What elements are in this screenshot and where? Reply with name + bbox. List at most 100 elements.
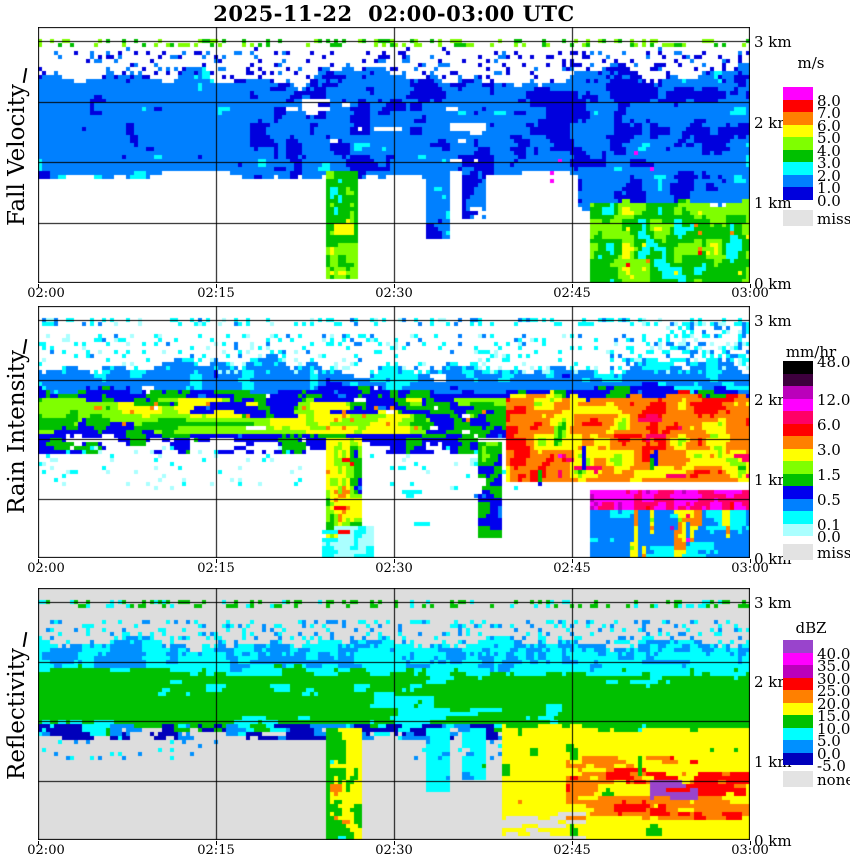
fall-velocity-legend-box (783, 137, 813, 150)
reflectivity-legend-label: 25.0 (817, 682, 850, 700)
rain-intensity-legend-missing-label: miss (817, 544, 850, 562)
reflectivity-legend-missing-box (783, 771, 813, 787)
reflectivity-legend-missing-label: none (817, 771, 850, 789)
rain-intensity-x-tick-mark (216, 559, 217, 563)
fall-velocity-legend-missing-box (783, 210, 813, 226)
fall-velocity-x-tick-mark (394, 284, 395, 288)
fall-velocity-heatmap (38, 27, 750, 283)
rain-intensity-x-tick-mark (38, 559, 39, 563)
page-title: 2025-11-22 02:00-03:00 UTC (213, 1, 575, 26)
reflectivity-x-tick-label: 02:00 (27, 843, 65, 858)
rain-intensity-legend-label: 3.0 (817, 440, 841, 459)
fall-velocity-x-tick-label: 02:30 (375, 286, 413, 301)
reflectivity-x-tick-mark (38, 841, 39, 845)
rain-intensity-legend-box (783, 411, 813, 424)
rain-intensity-x-tick-mark (750, 559, 751, 563)
reflectivity-height-label: 3 km (754, 594, 792, 612)
reflectivity-legend-box (783, 752, 813, 765)
rain-intensity-x-tick-label: 03:00 (731, 561, 769, 576)
reflectivity-x-tick-label: 03:00 (731, 843, 769, 858)
reflectivity-legend-label: -5.0 (817, 757, 846, 775)
rain-intensity-legend-box (783, 523, 813, 536)
reflectivity-x-tick-mark (750, 841, 751, 845)
rain-intensity-legend-box (783, 398, 813, 411)
reflectivity-legend-label: 35.0 (817, 657, 850, 675)
rain-intensity-legend-box (783, 486, 813, 499)
rain-intensity-legend-title: mm/hr (785, 343, 837, 361)
fall-velocity-legend-box (783, 112, 813, 125)
reflectivity-legend-box (783, 702, 813, 715)
rain-intensity-x-tick-label: 02:00 (27, 561, 65, 576)
rain-intensity-legend-box (783, 498, 813, 511)
rain-intensity-legend-label: 0.1 (817, 515, 841, 534)
fall-velocity-legend-label: 8.0 (817, 91, 841, 110)
reflectivity-x-tick-mark (216, 841, 217, 845)
fall-velocity-height-label: 3 km (754, 33, 792, 51)
rain-intensity-height-label: 3 km (754, 312, 792, 330)
reflectivity-x-tick-label: 02:15 (197, 843, 235, 858)
reflectivity-legend-box (783, 640, 813, 653)
rain-intensity-legend-box (783, 461, 813, 474)
reflectivity-legend-label: 40.0 (817, 644, 850, 663)
fall-velocity-legend-label: 0.0 (817, 191, 841, 210)
fall-velocity-x-tick-mark (38, 284, 39, 288)
rain-intensity-legend-box (783, 386, 813, 399)
rain-intensity-legend-box (783, 511, 813, 524)
rain-intensity-legend-label: 6.0 (817, 415, 841, 434)
fall-velocity-x-tick-label: 02:15 (197, 286, 235, 301)
fall-velocity-legend-box (783, 174, 813, 187)
reflectivity-legend-box (783, 715, 813, 728)
reflectivity-legend-label: 10.0 (817, 719, 850, 738)
fall-velocity-legend-box (783, 124, 813, 137)
rain-intensity-legend-box (783, 448, 813, 461)
rain-intensity-legend-box (783, 436, 813, 449)
reflectivity-x-tick-label: 02:45 (553, 843, 591, 858)
rain-intensity-legend-label: 0.0 (817, 528, 841, 546)
rain-intensity-x-tick-label: 02:30 (375, 561, 413, 576)
rain-intensity-heatmap (38, 306, 750, 558)
reflectivity-legend-label: 15.0 (817, 707, 850, 725)
fall-velocity-legend-label: 2.0 (817, 166, 841, 185)
reflectivity-legend-box (783, 665, 813, 678)
rain-intensity-legend-box (783, 373, 813, 386)
fall-velocity-x-tick-mark (572, 284, 573, 288)
reflectivity-legend-box (783, 727, 813, 740)
rain-intensity-x-tick-label: 02:45 (553, 561, 591, 576)
reflectivity-legend-label: 20.0 (817, 694, 850, 713)
fall-velocity-axis-title: Fall Velocity (4, 84, 30, 226)
fall-velocity-height-label: 0 km (754, 275, 792, 293)
rain-intensity-legend-box (783, 423, 813, 436)
rain-intensity-legend-label: 1.5 (817, 465, 841, 484)
reflectivity-heatmap (38, 588, 750, 840)
fall-velocity-x-tick-mark (750, 284, 751, 288)
fall-velocity-legend-box (783, 87, 813, 100)
reflectivity-legend-box (783, 740, 813, 753)
reflectivity-x-tick-mark (572, 841, 573, 845)
rain-intensity-legend-label: 48.0 (817, 353, 850, 371)
rain-intensity-legend-label: 12.0 (817, 390, 850, 409)
reflectivity-height-label: 0 km (754, 832, 792, 850)
fall-velocity-legend-box (783, 99, 813, 112)
reflectivity-legend-title: dBZ (795, 619, 827, 637)
rain-intensity-legend-box (783, 361, 813, 374)
fall-velocity-legend-label: 4.0 (817, 141, 841, 160)
fall-velocity-x-tick-label: 02:45 (553, 286, 591, 301)
fall-velocity-legend-label: 7.0 (817, 104, 841, 122)
fall-velocity-legend-label: 1.0 (817, 179, 841, 197)
reflectivity-x-tick-label: 02:30 (375, 843, 413, 858)
reflectivity-legend-label: 30.0 (817, 669, 850, 688)
fall-velocity-legend-label: 5.0 (817, 129, 841, 147)
fall-velocity-legend-missing-label: miss (817, 210, 850, 228)
reflectivity-axis-title: Reflectivity (4, 648, 30, 780)
rain-intensity-x-tick-mark (394, 559, 395, 563)
fall-velocity-legend-box (783, 187, 813, 200)
fall-velocity-legend-label: 6.0 (817, 116, 841, 135)
reflectivity-legend-label: 5.0 (817, 732, 841, 750)
rain-intensity-x-tick-label: 02:15 (197, 561, 235, 576)
fall-velocity-legend-label: 3.0 (817, 154, 841, 172)
fall-velocity-x-tick-label: 02:00 (27, 286, 65, 301)
reflectivity-legend-label: 0.0 (817, 744, 841, 763)
fall-velocity-legend-title: m/s (797, 54, 825, 72)
fall-velocity-x-tick-label: 03:00 (731, 286, 769, 301)
reflectivity-legend-box (783, 652, 813, 665)
